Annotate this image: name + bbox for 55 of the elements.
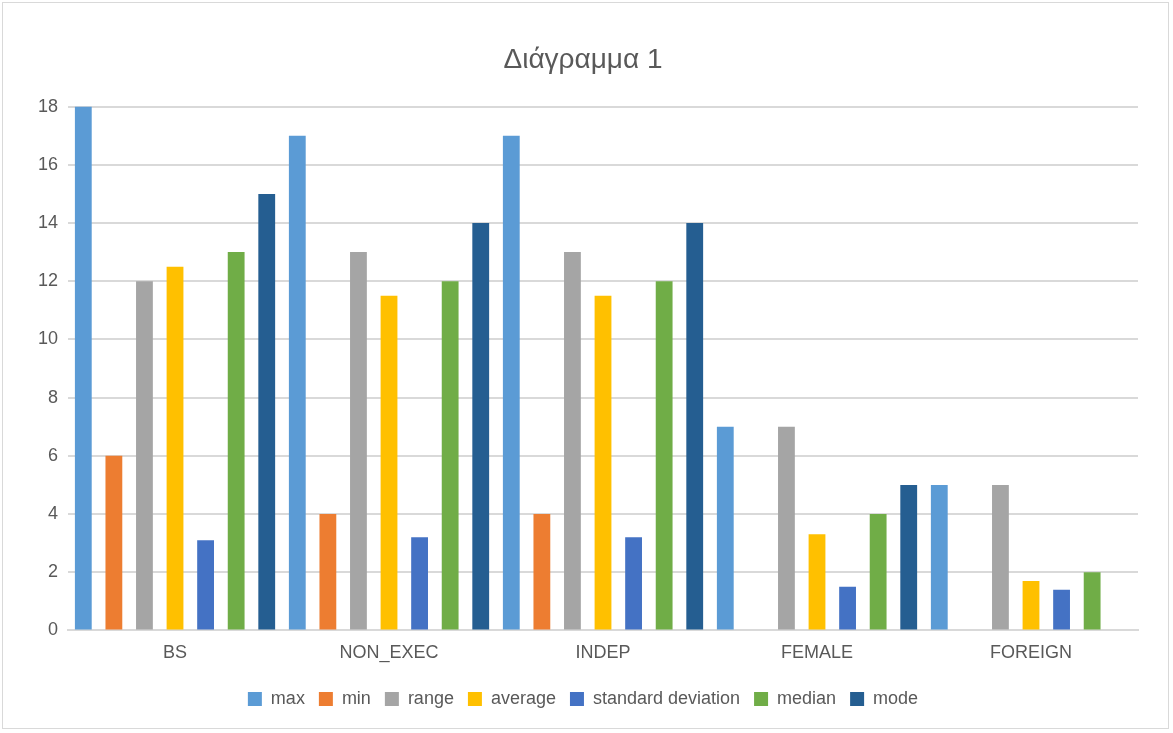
bar bbox=[594, 295, 612, 630]
bar bbox=[136, 281, 153, 630]
legend-label: average bbox=[490, 687, 556, 708]
bar bbox=[533, 514, 551, 630]
bar bbox=[778, 426, 795, 630]
bar bbox=[655, 281, 673, 630]
bar bbox=[472, 223, 490, 630]
bar bbox=[992, 484, 1009, 630]
bar bbox=[227, 252, 245, 630]
bar bbox=[1022, 580, 1040, 630]
x-tick-label: FOREIGN bbox=[989, 642, 1073, 663]
bar bbox=[1053, 589, 1070, 630]
bar bbox=[288, 135, 306, 630]
legend-label: min bbox=[341, 687, 371, 708]
bar bbox=[441, 281, 459, 630]
y-tick-label: 14 bbox=[37, 211, 59, 232]
bar bbox=[564, 252, 581, 630]
bar bbox=[197, 540, 214, 630]
bar bbox=[166, 266, 184, 630]
y-tick-label: 12 bbox=[37, 270, 59, 291]
bar bbox=[625, 537, 642, 630]
bar bbox=[411, 537, 428, 630]
y-tick-label: 18 bbox=[37, 95, 59, 116]
bar bbox=[380, 295, 398, 630]
legend-label: median bbox=[777, 687, 837, 708]
legend-label: max bbox=[270, 687, 305, 708]
y-tick-label: 16 bbox=[37, 153, 59, 174]
y-tick-label: 10 bbox=[37, 328, 59, 349]
y-tick-label: 8 bbox=[48, 386, 59, 407]
bar bbox=[839, 586, 856, 630]
legend-label: range bbox=[407, 687, 454, 708]
legend-label: mode bbox=[873, 687, 919, 708]
y-tick-label: 6 bbox=[48, 444, 59, 465]
bar bbox=[319, 514, 337, 630]
x-tick-label: FEMALE bbox=[780, 642, 854, 663]
bar bbox=[258, 193, 276, 630]
x-tick-label: INDEP bbox=[575, 642, 631, 663]
bar bbox=[869, 514, 887, 630]
y-tick-label: 0 bbox=[48, 619, 59, 640]
bar bbox=[930, 484, 948, 630]
bar bbox=[900, 484, 918, 630]
y-tick-label: 2 bbox=[48, 561, 59, 582]
x-tick-label: BS bbox=[163, 642, 188, 663]
bar bbox=[105, 455, 123, 630]
legend-label: standard deviation bbox=[592, 687, 741, 708]
bar bbox=[350, 252, 367, 630]
y-tick-label: 4 bbox=[48, 502, 59, 523]
x-tick-label: NON_EXEC bbox=[339, 642, 439, 664]
bar bbox=[686, 223, 704, 630]
bar bbox=[716, 426, 734, 630]
chart-title: Διάγραμμα 1 bbox=[503, 42, 663, 74]
bar bbox=[502, 135, 520, 630]
bar bbox=[74, 106, 92, 630]
bar bbox=[1083, 572, 1101, 630]
bar bbox=[808, 534, 826, 630]
